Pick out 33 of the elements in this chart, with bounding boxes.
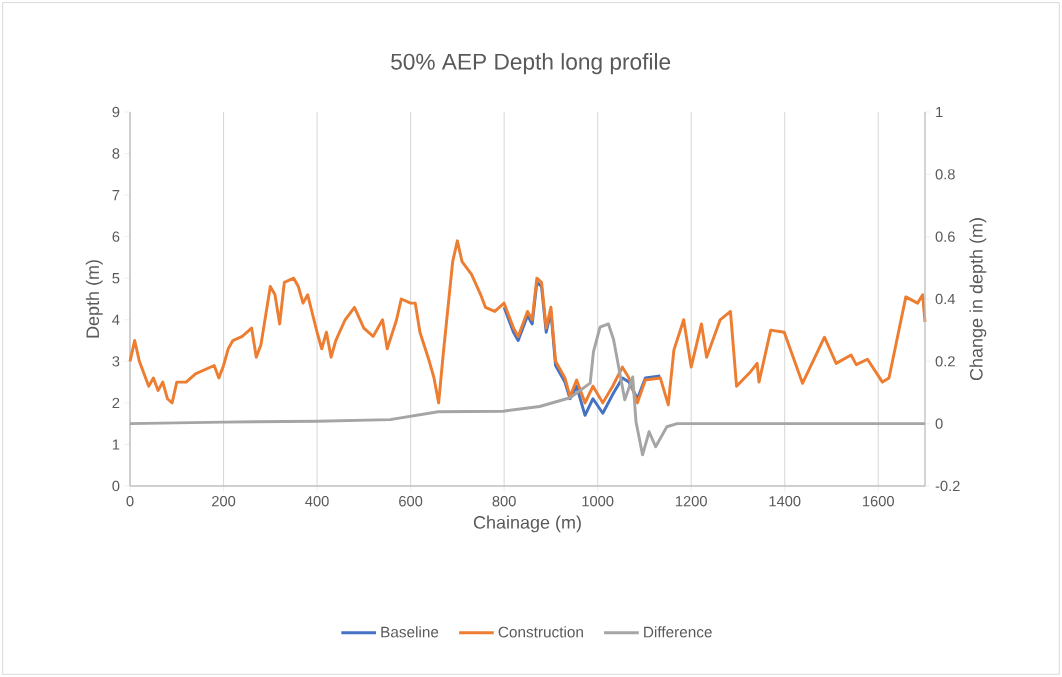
x-tick-label: 200: [212, 496, 236, 507]
x-tick-label: 600: [399, 496, 423, 507]
x-tick-label: 1000: [582, 496, 614, 507]
y-tick-label: 7: [112, 190, 120, 201]
y2-tick-label: 1: [936, 106, 943, 118]
y-tick-label: 3: [112, 356, 120, 367]
x-axis-title: Chainage (m): [473, 515, 581, 533]
y-tick-label: 9: [112, 106, 120, 118]
x-tick-label: 1200: [675, 496, 707, 507]
y-tick-label: 8: [112, 148, 120, 159]
y2-tick-label: 0.2: [935, 356, 955, 367]
y2-axis-title: Change in depth (m): [969, 218, 987, 381]
legend-label: Difference: [644, 626, 712, 638]
y2-tick-label: 0.6: [935, 231, 955, 242]
y-tick-label: 0: [112, 480, 120, 492]
y-tick-label: 1: [112, 439, 120, 450]
y-tick-label: 4: [112, 314, 120, 325]
legend-label: Construction: [498, 626, 583, 638]
x-tick-label: 1400: [769, 496, 801, 507]
x-tick-label: 400: [305, 496, 329, 507]
y2-tick-label: 0.4: [935, 293, 955, 305]
y-tick-label: 5: [112, 273, 120, 284]
x-tick-label: 1600: [863, 496, 894, 507]
legend-label: Baseline: [381, 626, 439, 638]
y2-tick-label: 0.8: [935, 169, 955, 180]
y2-tick-label: -0.2: [935, 480, 960, 492]
y2-tick-label: 0: [935, 418, 943, 429]
chart-title: 50% AEP Depth long profile: [391, 53, 671, 75]
y-axis-title: Depth (m): [85, 260, 103, 338]
x-tick-label: 0: [126, 496, 134, 507]
y-tick-label: 2: [112, 397, 120, 408]
y-tick-label: 6: [112, 231, 120, 242]
x-tick-label: 800: [492, 496, 516, 507]
